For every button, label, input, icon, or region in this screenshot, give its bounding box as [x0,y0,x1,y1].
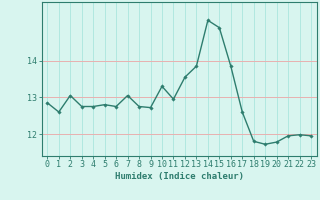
X-axis label: Humidex (Indice chaleur): Humidex (Indice chaleur) [115,172,244,181]
